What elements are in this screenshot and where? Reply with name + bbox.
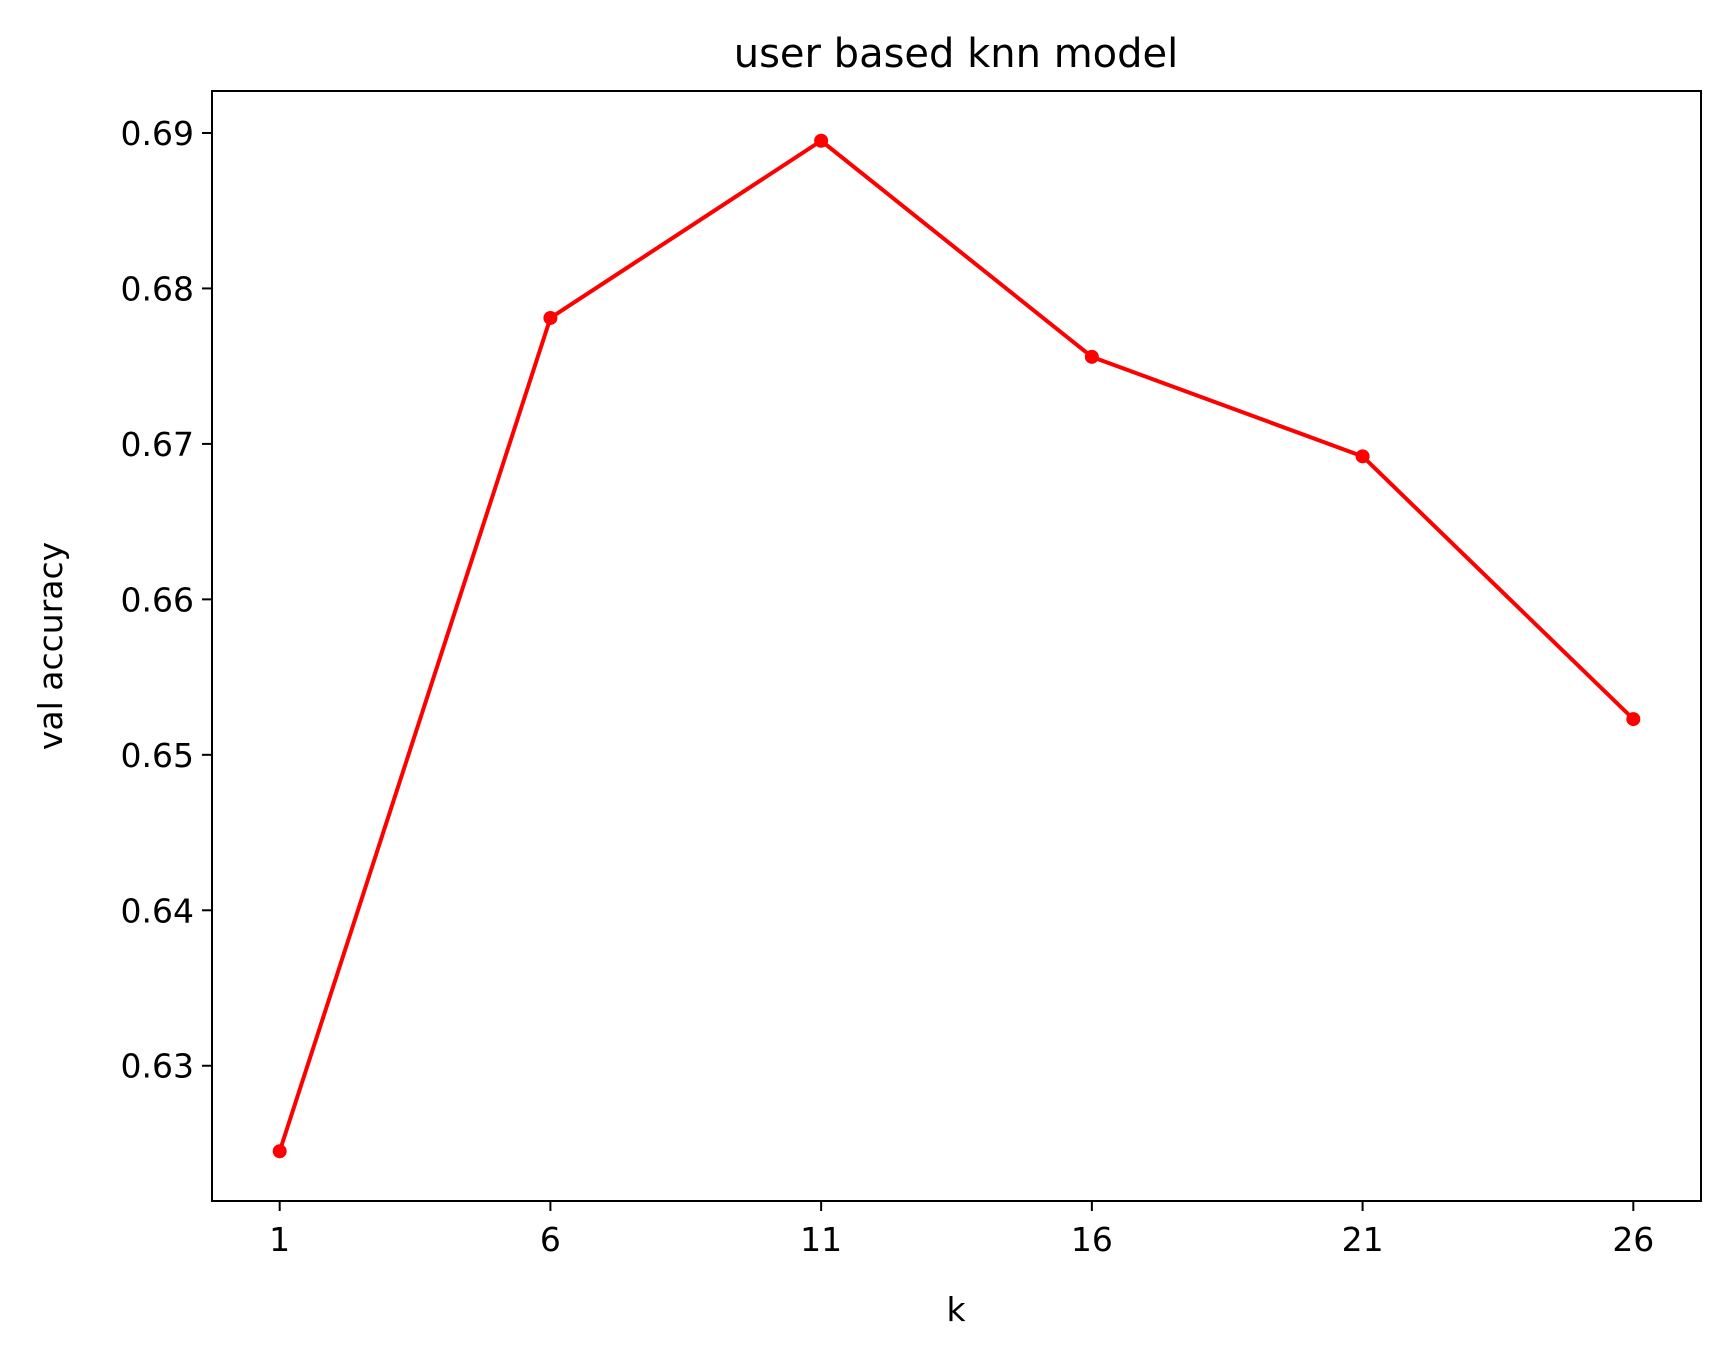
y-axis-label: val accuracy (31, 542, 70, 750)
y-tick-label: 0.66 (121, 580, 194, 619)
plot-frame (211, 90, 1702, 1202)
data-point (1355, 449, 1370, 464)
y-tick-label: 0.65 (121, 736, 194, 775)
x-axis-label: k (946, 1290, 966, 1329)
data-point (543, 310, 558, 325)
x-tick-label: 16 (1071, 1220, 1113, 1259)
y-tick-label: 0.63 (121, 1047, 194, 1086)
series-line (277, 138, 1635, 1152)
x-tick-label: 11 (800, 1220, 842, 1259)
x-tick-label: 21 (1342, 1220, 1384, 1259)
y-tick-label: 0.67 (121, 425, 194, 464)
x-tick-label: 1 (269, 1220, 290, 1259)
plot-area (272, 133, 1641, 1159)
y-tick-label: 0.69 (121, 114, 194, 153)
x-tick-label: 6 (540, 1220, 561, 1259)
data-point (1626, 712, 1641, 727)
data-point (272, 1144, 287, 1159)
x-tick-label: 26 (1612, 1220, 1654, 1259)
chart-title: user based knn model (734, 31, 1179, 77)
y-tick-label: 0.68 (121, 269, 194, 308)
y-tick-label: 0.64 (121, 891, 194, 930)
y-axis-ticks: 0.63 0.64 0.65 0.66 0.67 0.68 0.69 (121, 114, 212, 1086)
data-point (814, 133, 829, 148)
x-axis-ticks: 1 6 11 16 21 26 (269, 1201, 1654, 1259)
data-point (1084, 349, 1099, 364)
